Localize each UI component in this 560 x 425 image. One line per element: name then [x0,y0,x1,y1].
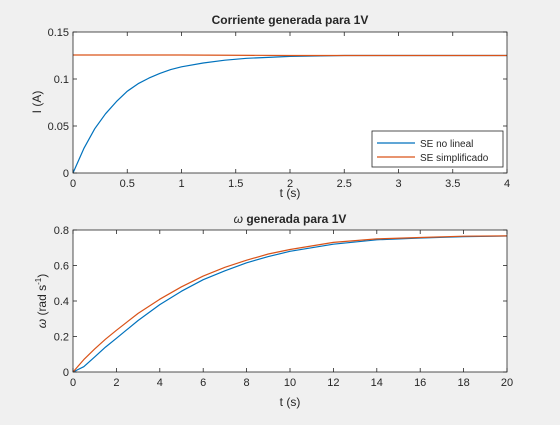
current-series-line-orange [73,54,507,57]
omega-ylabel-close: ) [35,274,49,278]
omega-series-line-orange [72,235,508,373]
omega-ticks-group: 0 2 4 6 8 10 12 14 16 18 20 0 0.2 0.4 0.6 0.8 [54,225,513,389]
legend-box [371,130,504,168]
current-y-axis-label: I (A) [30,91,44,114]
current-axes-box [72,31,508,174]
omega-x-tick-label: 16 [414,377,426,389]
current-x-tick-label: 2.5 [337,178,352,190]
omega-series-line-blue [72,235,508,373]
current-x-tick-label: 2 [287,178,293,190]
omega-x-axis-label: t (s) [280,395,301,409]
current-x-tick-label: 4 [504,178,510,190]
omega-y-tick-label: 0 [63,367,69,379]
omega-y-axis-label: ω (rad s-1) [34,274,49,329]
omega-series-group [72,235,508,373]
omega-x-tick-label: 0 [70,377,76,389]
omega-x-tick-label: 20 [501,377,513,389]
omega-subplot: 0 2 4 6 8 10 12 14 16 18 20 0 0.2 0.4 0.6 0.8 ω generad… [34,212,513,409]
legend-label-se-no-lineal: SE no lineal [420,139,473,150]
omega-x-tick-label: 6 [200,377,206,389]
current-x-axis-label: t (s) [280,186,301,200]
current-y-tick-label: 0.15 [48,27,69,39]
current-x-tick-label: 0.5 [120,178,135,190]
omega-ylabel-sup: -1 [34,277,43,285]
omega-x-tick-label: 12 [327,377,339,389]
omega-x-tick-label: 8 [244,377,250,389]
omega-ylabel-main: (rad s [35,285,49,319]
current-x-tick-label: 3 [395,178,401,190]
omega-plot-area [73,230,507,372]
omega-ylabel-symbol: ω [35,319,49,328]
omega-y-tick-label: 0.2 [54,332,69,344]
current-ticks-group: 0 0.5 1 1.5 2 2.5 3 3.5 4 0 0.05 0.1 0.15 [48,27,510,190]
legend: SE no lineal SE simplificado [371,130,504,168]
current-subplot: 0 0.5 1 1.5 2 2.5 3 3.5 4 0 0.05 0.1 0.15 Corriente … [30,13,510,200]
omega-chart-title: ω generada para 1V [234,212,347,226]
current-y-tick-label: 0.05 [48,121,69,133]
omega-y-tick-label: 0.4 [54,296,69,308]
omega-axes-box [72,229,508,373]
omega-x-tick-label: 18 [457,377,469,389]
current-x-tick-label: 1.5 [228,178,243,190]
current-chart-title: Corriente generada para 1V [212,13,369,27]
current-series-group [72,54,507,174]
omega-y-tick-label: 0.8 [54,225,69,237]
omega-x-tick-label: 4 [157,377,163,389]
omega-title-symbol: ω [234,212,243,226]
legend-label-se-simplificado: SE simplificado [420,153,489,164]
omega-x-tick-label: 10 [284,377,296,389]
current-y-tick-label: 0.1 [54,74,69,86]
current-x-tick-label: 3.5 [445,178,460,190]
omega-title-text: generada para 1V [243,212,346,226]
current-x-tick-label: 1 [178,178,184,190]
omega-x-tick-label: 14 [371,377,383,389]
current-y-tick-label: 0 [63,168,69,180]
omega-y-tick-label: 0.6 [54,261,69,273]
current-x-tick-label: 0 [70,178,76,190]
omega-x-tick-label: 2 [113,377,119,389]
